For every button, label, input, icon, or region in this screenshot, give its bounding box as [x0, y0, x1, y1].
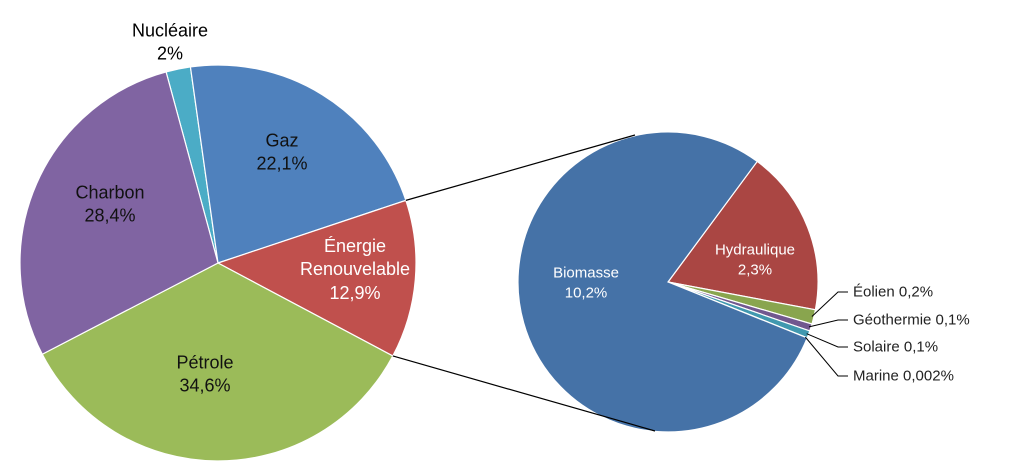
leader-line	[804, 336, 848, 377]
slice-name: Biomasse	[553, 264, 619, 282]
slice-value: 22,1%	[256, 154, 308, 174]
slice-name: Éolien	[853, 283, 895, 301]
slice-label: Pétrole 34,6%	[176, 352, 233, 399]
slice-name: Nucléaire	[131, 20, 209, 41]
slice-value: 0,1%	[935, 311, 970, 329]
slice-value: 0,002%	[903, 367, 954, 385]
slice-value: 2,3%	[737, 261, 773, 278]
slice-name: Solaire	[853, 338, 900, 356]
slice-value: 10,2%	[564, 284, 608, 301]
slice-label: Énergie Renouvelable 12,9%	[290, 235, 420, 305]
pie-slice	[216, 199, 417, 357]
slice-label: Géothermie 0,1%	[853, 312, 970, 329]
connector-line	[405, 134, 636, 201]
slice-label: Charbon 28,4%	[75, 182, 144, 229]
slice-name: Gaz	[265, 130, 299, 151]
pie-slice	[517, 131, 808, 433]
slice-label: Nucléaire 2%	[132, 20, 208, 67]
slice-value: 0,1%	[903, 338, 939, 356]
slice-value: 34,6%	[179, 376, 231, 396]
slice-label: Solaire 0,1%	[853, 339, 938, 356]
connector-line	[392, 355, 656, 432]
leader-line	[808, 319, 848, 328]
leader-line	[806, 333, 848, 348]
slice-label: Biomasse 10,2%	[553, 264, 619, 303]
slice-value: 2%	[156, 44, 184, 64]
slice-name: Pétrole	[176, 352, 234, 373]
slice-label: Marine 0,002%	[853, 368, 954, 385]
slice-name: Énergie Renouvelable	[299, 235, 411, 280]
slice-label: Éolien 0,2%	[853, 284, 933, 301]
pie-slice	[41, 262, 394, 462]
pie-slice	[666, 160, 819, 311]
slice-name: Hydraulique	[714, 241, 796, 259]
slice-name: Marine	[853, 367, 899, 385]
slice-value: 0,2%	[898, 283, 934, 301]
pie-slice	[19, 71, 219, 356]
slice-value: 28,4%	[84, 206, 136, 226]
slice-label: Gaz 22,1%	[256, 130, 307, 177]
leader-line	[811, 291, 848, 317]
pie-slice	[189, 64, 407, 264]
slice-value: 12,9%	[329, 282, 381, 303]
slice-name: Géothermie	[853, 311, 932, 329]
slice-label: Hydraulique 2,3%	[715, 241, 795, 280]
slice-name: Charbon	[75, 182, 145, 203]
